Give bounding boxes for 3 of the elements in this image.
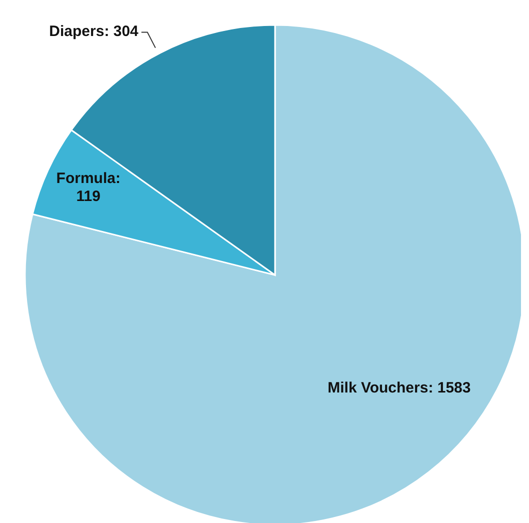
data-label: Formula: 119 [56, 170, 120, 206]
data-label: Diapers: 304 [49, 23, 140, 40]
data-label: Milk Vouchers: 1583 [328, 380, 471, 397]
